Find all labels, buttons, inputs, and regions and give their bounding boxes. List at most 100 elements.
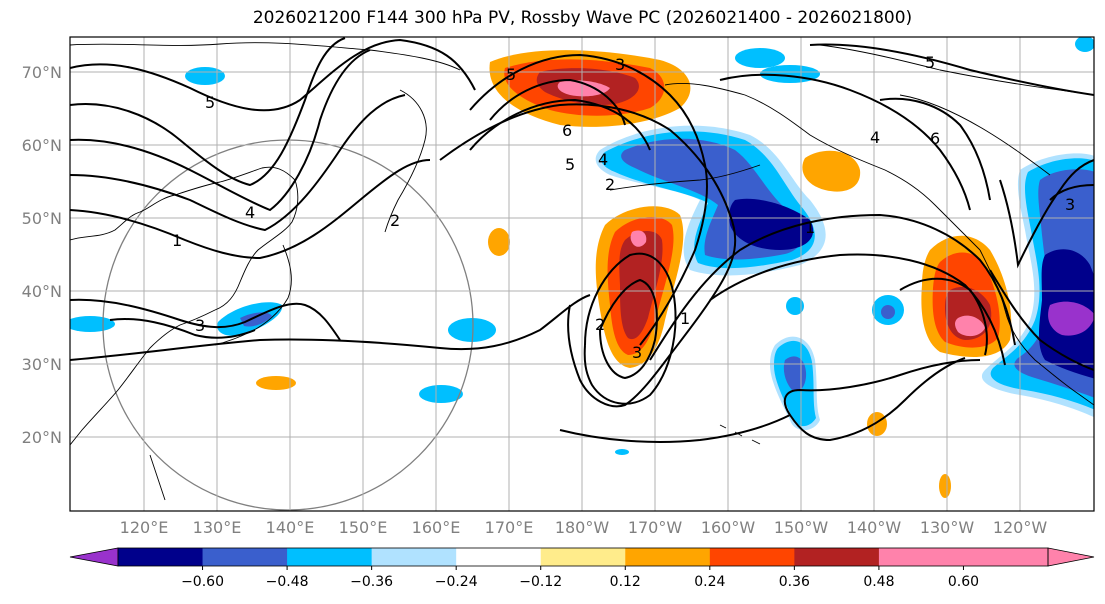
contour-line-3-central — [599, 278, 658, 380]
colorbar-tick-label: −0.12 — [519, 574, 562, 590]
colorbar-segment — [456, 548, 542, 566]
contour-label: 1 — [172, 231, 182, 250]
coast-japan — [214, 244, 292, 346]
colorbar-tick-label: −0.36 — [350, 574, 393, 590]
shade-blue-japan — [240, 312, 272, 327]
pv-contours — [70, 37, 1094, 443]
map-border — [69, 36, 1095, 512]
contour-line-2-west — [70, 94, 406, 232]
latitude-labels: 70°N 60°N 50°N 40°N 30°N 20°N — [22, 63, 62, 447]
colorbar-segment — [709, 548, 795, 566]
lon-label: 180°W — [555, 518, 610, 537]
contour-line-1-central — [469, 53, 708, 346]
lat-label: 40°N — [22, 282, 62, 301]
contour-line-japan-loop — [70, 298, 341, 341]
lon-label: 130°W — [920, 518, 975, 537]
colorbar-segment — [625, 548, 711, 566]
shade-purple-east — [1048, 301, 1094, 336]
colorbar-segment — [794, 548, 880, 566]
contour-label: 2 — [390, 211, 400, 230]
contour-label: 5 — [205, 93, 215, 112]
contour-label: 5 — [925, 53, 935, 72]
contour-label: 1 — [805, 218, 815, 237]
coast-arctic-asia — [70, 42, 461, 71]
contour-label-group: 5 5 5 5 6 6 4 4 3 3 3 3 2 2 2 1 1 1 4 — [172, 53, 1075, 362]
shade-cyan-tropics — [615, 449, 629, 455]
shade-cyan-midpac — [786, 297, 804, 315]
shade-cyan-corner — [1075, 37, 1094, 52]
colorbar-tick-label: 0.24 — [694, 574, 725, 590]
colorbar-labels: −0.60 −0.48 −0.36 −0.24 −0.12 0.12 0.24 0.36 0.4… — [181, 566, 979, 590]
colorbar-segment — [878, 548, 964, 566]
coast-asia — [70, 166, 299, 446]
lon-label: 170°W — [628, 518, 683, 537]
colorbar — [69, 547, 1095, 567]
colorbar-tick-label: −0.24 — [435, 574, 478, 590]
shade-orange-gulf — [802, 150, 861, 192]
contour-label: 1 — [680, 309, 690, 328]
contour-line-1-south — [70, 294, 591, 361]
lon-label: 150°W — [774, 518, 829, 537]
contour-label: 5 — [506, 65, 516, 84]
lat-label: 20°N — [22, 428, 62, 447]
contour-line-1-east — [649, 213, 1016, 361]
lat-label: 30°N — [22, 355, 62, 374]
shade-orange-dateline — [488, 228, 510, 256]
contour-line-4-gulf — [719, 73, 971, 211]
contour-line-6-ne — [879, 97, 991, 201]
shade-pink-central — [630, 230, 647, 247]
shade-blue-ne-pacific — [881, 305, 895, 319]
colorbar-segment — [963, 548, 1049, 566]
shade-pink-bering — [557, 80, 610, 97]
lon-label: 130°E — [193, 518, 242, 537]
colorbar-tick-label: −0.60 — [181, 574, 224, 590]
lon-label: 160°W — [701, 518, 756, 537]
contour-label: 6 — [930, 129, 940, 148]
contour-line-6-north — [489, 78, 626, 126]
shade-cyan-subtrop-west — [419, 385, 463, 403]
colorbar-segment — [202, 548, 288, 566]
contour-line-5-ne — [809, 43, 1094, 96]
coast-alaska — [664, 82, 981, 251]
contour-label: 6 — [562, 121, 572, 140]
lat-label: 60°N — [22, 136, 62, 155]
contour-line-hawaii-loop — [783, 359, 981, 416]
colorbar-extend-low — [69, 547, 119, 567]
lon-label: 170°E — [485, 518, 534, 537]
lon-label: 140°E — [266, 518, 315, 537]
contour-label: 3 — [615, 55, 625, 74]
map-title: 2026021200 F144 300 hPa PV, Rossby Wave … — [252, 8, 913, 28]
contour-line-5-north-pac — [469, 98, 651, 151]
shade-orange-hawaii-ne — [867, 412, 887, 436]
contour-label: 4 — [598, 150, 608, 169]
lon-label: 150°E — [339, 518, 388, 537]
coast-aleutians — [609, 164, 761, 191]
contour-line-south-hook — [559, 357, 966, 443]
lat-label: 70°N — [22, 63, 62, 82]
shade-darkred-central — [619, 231, 663, 340]
colorbar-border — [117, 547, 1049, 567]
coast-philippines — [149, 454, 166, 501]
contour-label: 2 — [595, 315, 605, 334]
contour-label: 3 — [195, 316, 205, 335]
contour-line-east-3 — [1049, 184, 1094, 201]
colorbar-tick-label: 0.12 — [610, 574, 641, 590]
lon-label: 120°W — [993, 518, 1048, 537]
contour-line-japan-inner — [109, 318, 256, 339]
lat-label: 50°N — [22, 209, 62, 228]
colorbar-tick-label: −0.48 — [266, 574, 309, 590]
contour-label: 4 — [245, 203, 255, 222]
contour-line-2-central — [439, 103, 737, 408]
coast-kamchatka — [384, 89, 427, 233]
contour-line-2-loop — [583, 252, 677, 405]
shade-navy-aleutian — [729, 198, 814, 250]
shade-cyan-arctic-center — [735, 48, 785, 68]
colorbar-segment — [287, 548, 373, 566]
contour-label: 3 — [632, 343, 642, 362]
shade-cyan-arctic-west — [185, 67, 225, 85]
contour-line-east-deep — [999, 159, 1094, 269]
colorbar-segment — [540, 548, 626, 566]
gridlines — [70, 37, 1094, 511]
contour-line-3-west — [70, 49, 371, 212]
